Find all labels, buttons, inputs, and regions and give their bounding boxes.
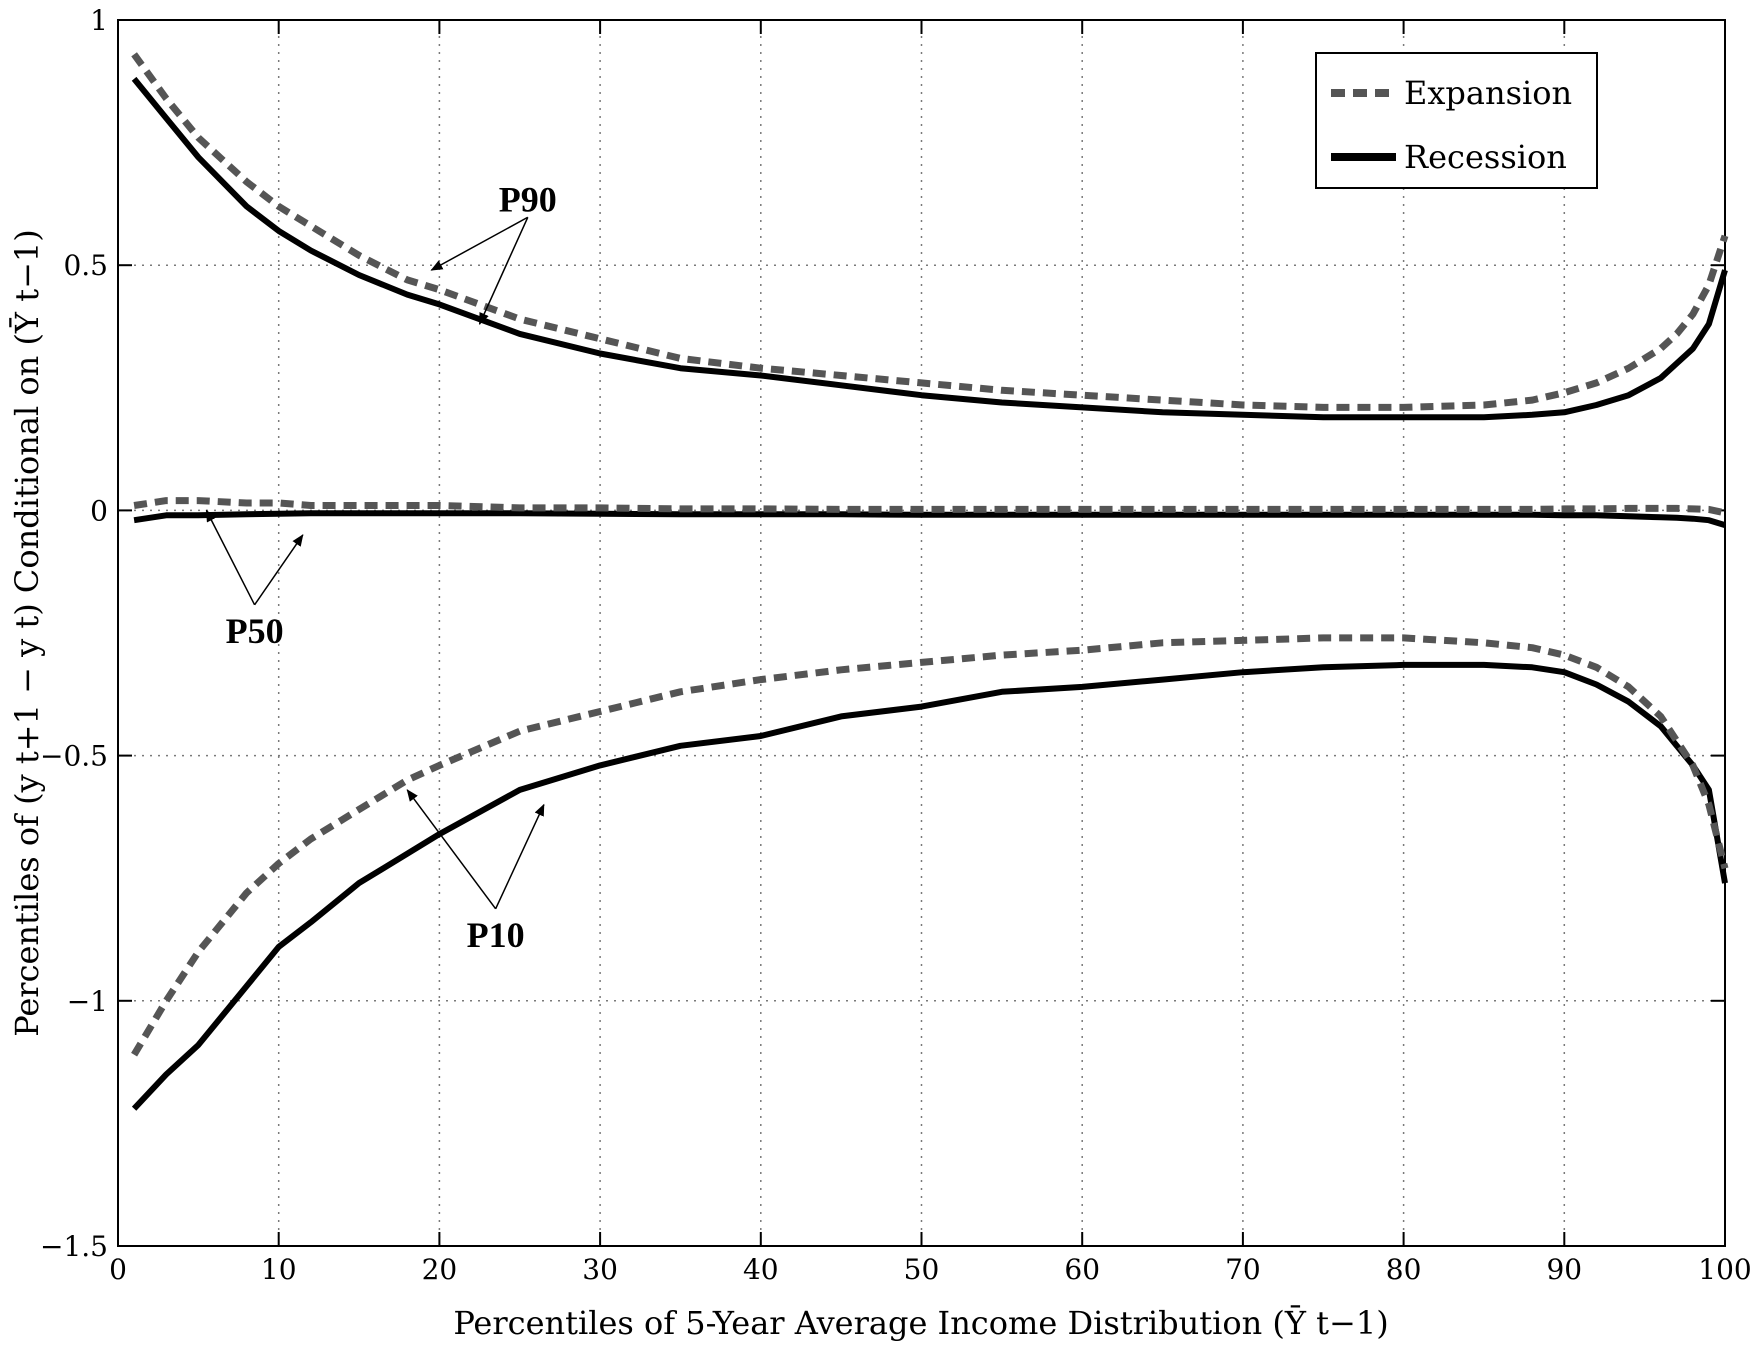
annotation-arrow xyxy=(478,216,529,325)
y-tick-label: 1 xyxy=(90,4,108,37)
grid-lines xyxy=(118,20,1725,1246)
y-tick-label: 0 xyxy=(90,494,108,527)
annotation-arrow xyxy=(253,534,304,606)
x-tick-label: 80 xyxy=(1386,1253,1422,1286)
legend: Expansion Recession xyxy=(1315,52,1598,189)
annotation-p90: P90 xyxy=(499,179,557,219)
x-tick-label: 50 xyxy=(904,1253,940,1286)
series-line-expansion-p50 xyxy=(133,497,1726,517)
plot-frame xyxy=(117,19,1726,1247)
x-tick-label: 70 xyxy=(1225,1253,1261,1286)
annotation-p10: P10 xyxy=(467,915,525,955)
annotation-arrow xyxy=(406,789,497,910)
series-line-expansion-p90 xyxy=(131,52,1729,411)
annotations: P90 P50 P10 xyxy=(205,179,557,955)
axis-ticks: 0 10 20 30 40 50 60 70 80 90 100 1 0.5 0 −0.5 −1 −1.5 xyxy=(40,4,1752,1286)
x-tick-label: 100 xyxy=(1698,1253,1751,1286)
legend-label-expansion: Expansion xyxy=(1404,74,1572,112)
x-tick-label: 30 xyxy=(582,1253,618,1286)
series-line-recession-p10 xyxy=(131,661,1728,1111)
y-tick-label: −1 xyxy=(67,985,108,1018)
annotation-arrow xyxy=(494,803,545,910)
legend-box xyxy=(1315,52,1598,189)
series-line-recession-p90 xyxy=(131,76,1728,421)
x-tick-label: 20 xyxy=(422,1253,458,1286)
series-lines xyxy=(131,52,1729,1111)
y-axis-title: Percentiles of (y t+1 − y t) Conditional… xyxy=(8,229,46,1037)
series-line-expansion-p10 xyxy=(131,634,1729,1057)
x-tick-label: 40 xyxy=(743,1253,779,1286)
legend-label-recession: Recession xyxy=(1404,138,1567,176)
annotation-arrow xyxy=(205,509,256,606)
y-tick-label: −1.5 xyxy=(40,1230,108,1263)
annotation-p50: P50 xyxy=(226,611,284,651)
x-axis-title: Percentiles of 5-Year Average Income Dis… xyxy=(453,1304,1388,1342)
annotation-arrow xyxy=(430,216,529,271)
y-tick-label: −0.5 xyxy=(40,740,108,773)
x-tick-label: 10 xyxy=(261,1253,297,1286)
y-tick-label: 0.5 xyxy=(63,249,108,282)
x-tick-label: 60 xyxy=(1064,1253,1100,1286)
x-tick-label: 0 xyxy=(109,1253,127,1286)
series-line-recession-p50 xyxy=(133,510,1726,528)
x-tick-label: 90 xyxy=(1546,1253,1582,1286)
